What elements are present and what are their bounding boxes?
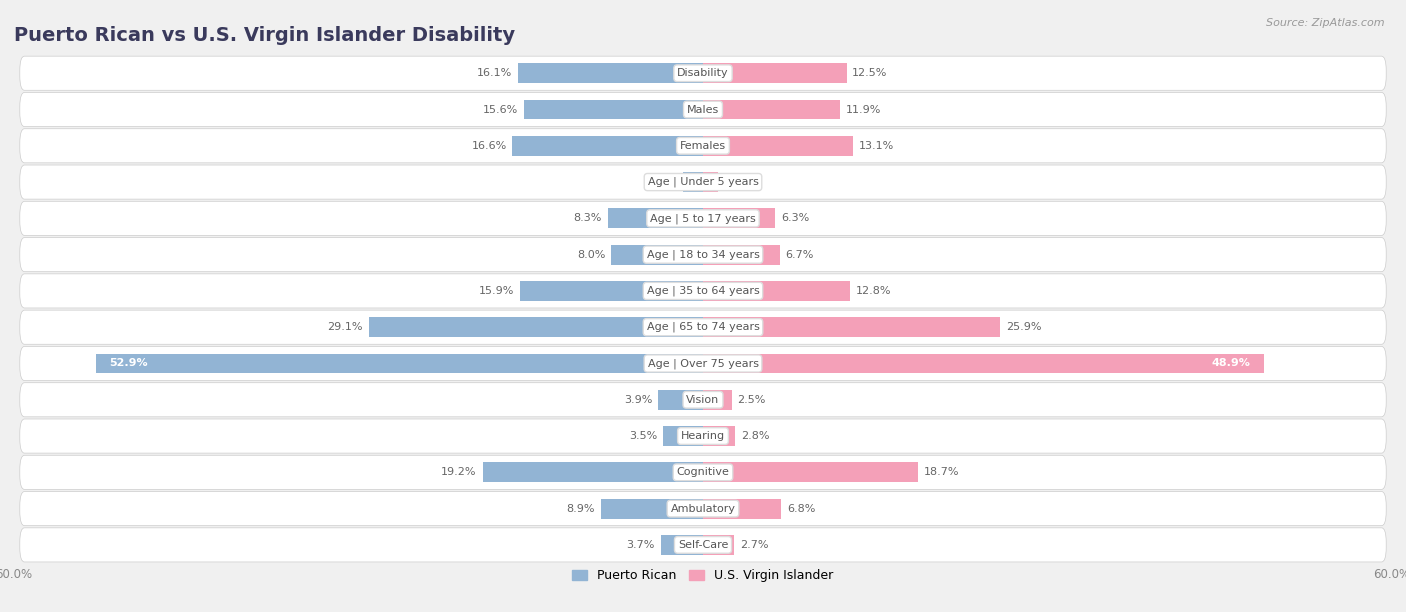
- Bar: [482, 462, 703, 482]
- Text: 3.7%: 3.7%: [627, 540, 655, 550]
- Bar: [368, 317, 703, 337]
- Text: 1.7%: 1.7%: [650, 177, 678, 187]
- Bar: [658, 390, 703, 410]
- Text: 12.5%: 12.5%: [852, 68, 887, 78]
- Bar: [703, 499, 782, 518]
- Bar: [703, 208, 775, 228]
- Text: Females: Females: [681, 141, 725, 151]
- Text: 25.9%: 25.9%: [1007, 322, 1042, 332]
- Text: Ambulatory: Ambulatory: [671, 504, 735, 513]
- FancyBboxPatch shape: [20, 528, 1386, 562]
- Text: Puerto Rican vs U.S. Virgin Islander Disability: Puerto Rican vs U.S. Virgin Islander Dis…: [14, 26, 515, 45]
- Bar: [96, 354, 703, 373]
- Text: Age | Over 75 years: Age | Over 75 years: [648, 358, 758, 369]
- Text: Males: Males: [688, 105, 718, 114]
- Text: 16.1%: 16.1%: [477, 68, 512, 78]
- Bar: [703, 281, 851, 301]
- Bar: [703, 390, 731, 410]
- Bar: [703, 100, 839, 119]
- Text: Disability: Disability: [678, 68, 728, 78]
- Text: 19.2%: 19.2%: [441, 468, 477, 477]
- Legend: Puerto Rican, U.S. Virgin Islander: Puerto Rican, U.S. Virgin Islander: [568, 564, 838, 588]
- Bar: [703, 426, 735, 446]
- FancyBboxPatch shape: [20, 92, 1386, 127]
- FancyBboxPatch shape: [20, 310, 1386, 345]
- Text: 13.1%: 13.1%: [859, 141, 894, 151]
- Bar: [662, 426, 703, 446]
- Text: 3.5%: 3.5%: [628, 431, 657, 441]
- Text: 6.7%: 6.7%: [786, 250, 814, 259]
- FancyBboxPatch shape: [20, 382, 1386, 417]
- Text: 6.3%: 6.3%: [782, 214, 810, 223]
- Text: 2.8%: 2.8%: [741, 431, 769, 441]
- Bar: [519, 63, 703, 83]
- Text: 6.8%: 6.8%: [787, 504, 815, 513]
- Bar: [661, 535, 703, 555]
- Text: Age | 35 to 64 years: Age | 35 to 64 years: [647, 286, 759, 296]
- Bar: [512, 136, 703, 156]
- Text: 15.6%: 15.6%: [482, 105, 519, 114]
- Bar: [703, 63, 846, 83]
- Text: 52.9%: 52.9%: [110, 359, 148, 368]
- Bar: [607, 208, 703, 228]
- FancyBboxPatch shape: [20, 129, 1386, 163]
- Text: 1.3%: 1.3%: [724, 177, 752, 187]
- Bar: [683, 172, 703, 192]
- Text: Age | Under 5 years: Age | Under 5 years: [648, 177, 758, 187]
- Text: Hearing: Hearing: [681, 431, 725, 441]
- Text: 11.9%: 11.9%: [845, 105, 880, 114]
- Text: Age | 5 to 17 years: Age | 5 to 17 years: [650, 213, 756, 223]
- Text: 2.5%: 2.5%: [738, 395, 766, 405]
- Text: 12.8%: 12.8%: [856, 286, 891, 296]
- Text: Source: ZipAtlas.com: Source: ZipAtlas.com: [1267, 18, 1385, 28]
- FancyBboxPatch shape: [20, 419, 1386, 453]
- FancyBboxPatch shape: [20, 455, 1386, 490]
- Bar: [703, 172, 718, 192]
- Text: Self-Care: Self-Care: [678, 540, 728, 550]
- Text: 2.7%: 2.7%: [740, 540, 768, 550]
- Bar: [703, 354, 1264, 373]
- FancyBboxPatch shape: [20, 237, 1386, 272]
- Text: 16.6%: 16.6%: [471, 141, 506, 151]
- FancyBboxPatch shape: [20, 201, 1386, 236]
- Text: Vision: Vision: [686, 395, 720, 405]
- Text: Age | 18 to 34 years: Age | 18 to 34 years: [647, 249, 759, 260]
- Bar: [703, 136, 853, 156]
- Text: 8.0%: 8.0%: [576, 250, 606, 259]
- Bar: [520, 281, 703, 301]
- Text: 29.1%: 29.1%: [328, 322, 363, 332]
- Text: Age | 65 to 74 years: Age | 65 to 74 years: [647, 322, 759, 332]
- Bar: [600, 499, 703, 518]
- Text: 15.9%: 15.9%: [479, 286, 515, 296]
- Text: 8.9%: 8.9%: [567, 504, 595, 513]
- Bar: [612, 245, 703, 264]
- FancyBboxPatch shape: [20, 274, 1386, 308]
- FancyBboxPatch shape: [20, 491, 1386, 526]
- Text: Cognitive: Cognitive: [676, 468, 730, 477]
- Bar: [703, 535, 734, 555]
- FancyBboxPatch shape: [20, 165, 1386, 199]
- Bar: [524, 100, 703, 119]
- Text: 48.9%: 48.9%: [1212, 359, 1251, 368]
- Text: 3.9%: 3.9%: [624, 395, 652, 405]
- Text: 18.7%: 18.7%: [924, 468, 959, 477]
- FancyBboxPatch shape: [20, 56, 1386, 91]
- Bar: [703, 317, 1001, 337]
- Bar: [703, 462, 918, 482]
- Bar: [703, 245, 780, 264]
- FancyBboxPatch shape: [20, 346, 1386, 381]
- Text: 8.3%: 8.3%: [574, 214, 602, 223]
